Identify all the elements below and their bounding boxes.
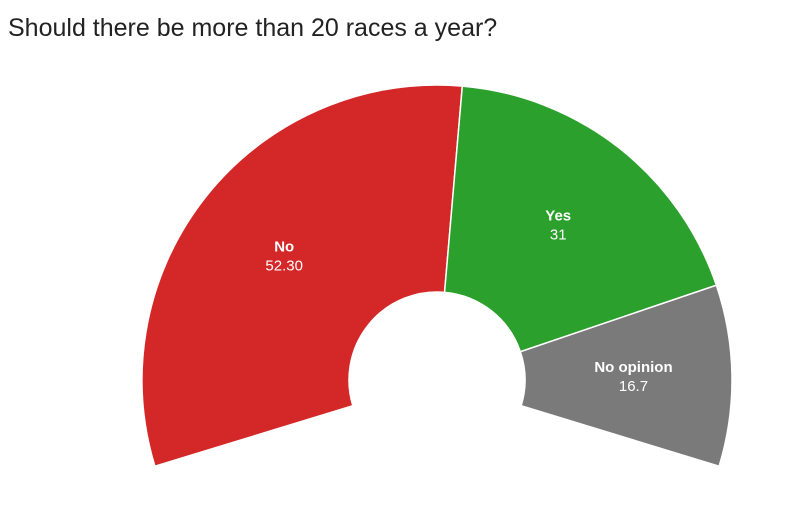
slice-value: 31 bbox=[550, 226, 567, 243]
slice-name: No opinion bbox=[594, 359, 672, 376]
slice-name: No bbox=[274, 238, 294, 255]
pie-slice bbox=[519, 284, 733, 468]
slice-name: Yes bbox=[545, 207, 571, 224]
pie-slice bbox=[443, 85, 718, 353]
slice-value: 16.7 bbox=[619, 378, 648, 395]
pie-slice bbox=[141, 84, 464, 468]
slice-value: 52.30 bbox=[265, 257, 303, 274]
chart-title: Should there be more than 20 races a yea… bbox=[8, 14, 497, 42]
